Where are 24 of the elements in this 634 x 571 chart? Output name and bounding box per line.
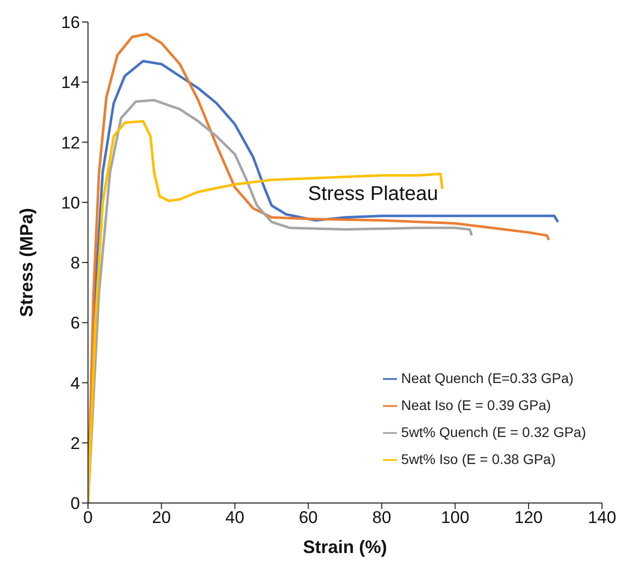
y-tick-label: 14 [61,73,80,92]
legend-label: Neat Quench (E=0.33 GPa) [401,370,574,386]
x-tick-label: 40 [225,508,244,528]
y-axis-title: Stress (MPa) [16,208,36,318]
legend-label: 5wt% Quench (E = 0.32 GPa) [401,424,586,440]
y-tick-label: 16 [61,13,80,32]
annotation: Stress Plateau [308,183,438,206]
legend-label: 5wt% Iso (E = 0.38 GPa) [401,451,556,467]
x-tick-label: 100 [440,508,470,528]
y-tick-label: 4 [70,374,80,393]
y-tick-label: 10 [61,193,80,212]
legend-label: Neat Iso (E = 0.39 GPa) [401,397,551,413]
x-tick-label: 0 [83,508,93,528]
x-tick-label: 60 [298,508,318,528]
y-tick-label: 2 [70,434,80,453]
y-tick-label: 8 [70,254,80,273]
x-tick-label: 20 [152,508,171,528]
y-tick-label: 0 [70,494,80,514]
y-tick-label: 6 [70,314,80,333]
x-tick-label: 80 [372,508,392,528]
x-tick-label: 140 [588,508,616,528]
x-axis-title: Strain (%) [302,537,388,557]
y-tick-label: 12 [61,133,80,152]
x-tick-label: 120 [514,508,543,528]
